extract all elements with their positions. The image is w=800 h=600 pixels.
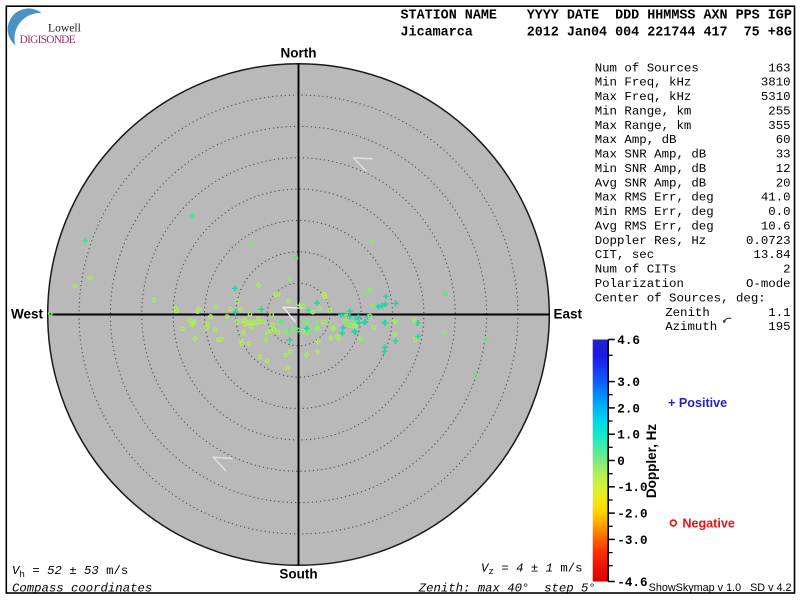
svg-text:Num of Sources: Num of Sources xyxy=(595,61,699,75)
svg-text:Jicamarca: Jicamarca xyxy=(401,25,473,40)
svg-text:Min Freq, kHz: Min Freq, kHz xyxy=(595,76,692,90)
svg-text:Doppler Res, Hz: Doppler Res, Hz xyxy=(595,234,707,248)
svg-text:3810: 3810 xyxy=(761,76,791,90)
svg-text:Max Freq, kHz: Max Freq, kHz xyxy=(595,90,692,104)
svg-text:-3.0: -3.0 xyxy=(617,534,647,548)
svg-text:-2.0: -2.0 xyxy=(617,508,647,522)
svg-text:Compass coordinates: Compass coordinates xyxy=(12,581,152,595)
svg-text:255: 255 xyxy=(768,104,790,118)
svg-text:Avg SNR Amp, dB: Avg SNR Amp, dB xyxy=(595,176,707,190)
svg-text:Max SNR Amp, dB: Max SNR Amp, dB xyxy=(595,148,707,162)
svg-text:O-mode: O-mode xyxy=(746,277,791,291)
svg-text:ShowSkymap v 1.0 SD v 4.2: ShowSkymap v 1.0 SD v 4.2 xyxy=(649,582,792,594)
svg-text:1.0: 1.0 xyxy=(617,429,640,443)
svg-text:CIT, sec: CIT, sec xyxy=(595,248,655,262)
svg-text:YYYY DATE DDD HHMMSS AXN PPS: YYYY DATE DDD HHMMSS AXN PPS IGP xyxy=(527,8,792,23)
svg-text:355: 355 xyxy=(768,119,790,133)
svg-text:Doppler, Hz: Doppler, Hz xyxy=(644,424,659,499)
svg-text:0.0: 0.0 xyxy=(768,205,790,219)
svg-text:Max Amp, dB: Max Amp, dB xyxy=(595,133,677,147)
svg-text:1.1: 1.1 xyxy=(768,306,790,320)
svg-text:13.84: 13.84 xyxy=(753,248,790,262)
svg-text:Vz = 4 ± 1 m/s: Vz = 4 ± 1 m/s xyxy=(481,562,583,578)
svg-text:Min RMS Err, deg: Min RMS Err, deg xyxy=(595,205,714,219)
svg-text:163: 163 xyxy=(768,61,790,75)
svg-text:Avg RMS Err, deg: Avg RMS Err, deg xyxy=(595,220,714,234)
svg-text:Vh = 52 ± 53 m/s: Vh = 52 ± 53 m/s xyxy=(12,564,128,580)
svg-text:195: 195 xyxy=(768,320,790,334)
svg-text:Zenith: max 40° step 5°: Zenith: max 40° step 5° xyxy=(418,581,596,595)
svg-text:2: 2 xyxy=(783,263,790,277)
svg-text:North: North xyxy=(281,46,317,61)
svg-text:10.6: 10.6 xyxy=(761,220,791,234)
svg-text:-4.6: -4.6 xyxy=(617,576,647,590)
svg-text:Min SNR Amp, dB: Min SNR Amp, dB xyxy=(595,162,707,176)
svg-text:South: South xyxy=(279,567,317,582)
svg-text:-1.0: -1.0 xyxy=(617,481,647,495)
svg-text:Max RMS Err, deg: Max RMS Err, deg xyxy=(595,191,714,205)
svg-text:Negative: Negative xyxy=(682,516,735,530)
svg-text:STATION NAME: STATION NAME xyxy=(401,8,497,23)
svg-text:Polarization: Polarization xyxy=(595,277,684,291)
svg-text:Min Range, km: Min Range, km xyxy=(595,104,692,118)
svg-text:41.0: 41.0 xyxy=(761,191,791,205)
svg-text:West: West xyxy=(11,307,44,322)
svg-text:60: 60 xyxy=(776,133,791,147)
svg-text:3.0: 3.0 xyxy=(617,376,640,390)
svg-text:2012 Jan04 004 221744 417 75: 2012 Jan04 004 221744 417 75 +8G xyxy=(527,25,792,40)
svg-text:DIGISONDE: DIGISONDE xyxy=(20,34,76,46)
svg-text:Azimuth: Azimuth xyxy=(665,320,717,334)
svg-text:12: 12 xyxy=(776,162,791,176)
svg-text:Zenith: Zenith xyxy=(665,306,710,320)
svg-text:Num of CITs: Num of CITs xyxy=(595,263,677,277)
svg-text:East: East xyxy=(554,307,583,322)
svg-text:+ Positive: + Positive xyxy=(668,396,727,410)
svg-text:20: 20 xyxy=(776,176,791,190)
svg-text:0.0723: 0.0723 xyxy=(746,234,791,248)
svg-text:4.6: 4.6 xyxy=(617,334,640,348)
svg-text:2.0: 2.0 xyxy=(617,402,640,416)
svg-text:Center of Sources, deg:: Center of Sources, deg: xyxy=(595,291,766,305)
svg-text:0: 0 xyxy=(617,455,625,469)
svg-text:33: 33 xyxy=(776,148,791,162)
svg-text:Max Range, km: Max Range, km xyxy=(595,119,692,133)
svg-text:5310: 5310 xyxy=(761,90,791,104)
svg-text:Lowell: Lowell xyxy=(48,22,81,35)
